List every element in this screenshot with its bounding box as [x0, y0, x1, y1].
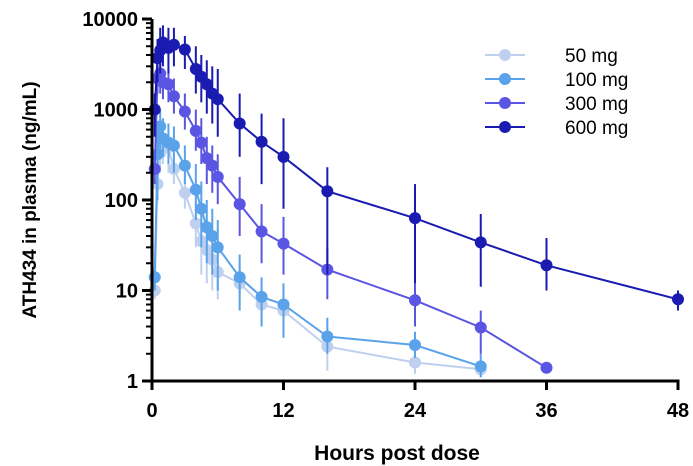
data-point — [409, 212, 421, 225]
data-point — [189, 217, 202, 230]
y-axis-label: ATH434 in plasma (ng/mL) — [20, 81, 41, 318]
legend-swatch-marker — [499, 97, 511, 109]
data-point — [277, 237, 290, 250]
legend-label: 300 mg — [565, 94, 628, 115]
data-point — [206, 159, 219, 172]
data-point — [409, 294, 421, 307]
data-point — [167, 139, 180, 152]
data-point — [195, 202, 208, 215]
data-point — [211, 241, 224, 254]
series-50-mg — [148, 129, 487, 378]
axes-layer: 0 12 24 36 48 1 10 100 1000 10000 — [82, 9, 689, 422]
x-tick-label: 24 — [404, 400, 427, 422]
data-point — [178, 186, 191, 199]
data-point — [178, 159, 191, 172]
legend-item: 100 mg — [485, 70, 628, 91]
y-tick-label: 1 — [127, 371, 138, 393]
x-tick-label: 0 — [146, 400, 157, 422]
data-point — [474, 236, 487, 249]
legend-label: 50 mg — [565, 46, 618, 67]
data-point — [200, 221, 213, 234]
data-point — [200, 78, 213, 91]
x-tick-label: 48 — [667, 400, 689, 422]
data-point — [233, 117, 246, 130]
series-line — [153, 70, 548, 369]
legend-item: 50 mg — [485, 46, 618, 67]
data-point — [277, 298, 290, 311]
legend-label: 600 mg — [565, 118, 628, 139]
series-line — [153, 141, 481, 371]
x-ticks: 0 12 24 36 48 — [146, 381, 689, 422]
legend-swatch-marker — [499, 49, 511, 61]
x-tick-label: 12 — [272, 400, 294, 422]
data-point — [189, 183, 202, 196]
data-point — [540, 361, 553, 374]
data-point — [321, 330, 334, 343]
data-point — [178, 43, 191, 56]
data-point — [540, 259, 553, 272]
series-300-mg — [148, 60, 553, 374]
data-point — [474, 360, 487, 373]
legend-item: 300 mg — [485, 94, 628, 115]
legend-swatch-marker — [499, 73, 511, 85]
data-point — [255, 225, 268, 238]
data-point — [277, 150, 290, 163]
legend-item: 600 mg — [485, 118, 628, 139]
data-point — [211, 170, 224, 183]
data-point — [233, 198, 246, 211]
data-point — [195, 136, 208, 149]
legend-swatch-marker — [499, 121, 511, 133]
data-point — [162, 78, 175, 91]
data-point — [233, 271, 246, 284]
legend-label: 100 mg — [565, 70, 628, 91]
data-point — [409, 356, 421, 369]
data-point — [154, 120, 167, 133]
y-ticks: 1 10 100 1000 10000 — [82, 9, 152, 393]
y-tick-label: 100 — [105, 190, 138, 212]
legend: 50 mg 100 mg 300 mg 600 mg — [485, 46, 628, 139]
data-point — [255, 290, 268, 303]
data-point — [672, 293, 684, 306]
y-tick-label: 10 — [116, 281, 138, 303]
data-point — [474, 321, 487, 334]
data-point — [167, 38, 180, 51]
data-point — [211, 93, 224, 106]
y-tick-label: 10000 — [82, 9, 138, 31]
x-axis-label: Hours post dose — [314, 442, 480, 465]
x-tick-label: 36 — [535, 400, 557, 422]
data-point — [321, 185, 334, 198]
data-point — [409, 338, 421, 351]
series-600-mg — [148, 25, 684, 311]
y-tick-label: 1000 — [94, 100, 139, 122]
data-point — [255, 135, 268, 148]
data-point — [189, 124, 202, 137]
data-point — [167, 90, 180, 103]
data-point — [206, 230, 219, 243]
data-point — [178, 105, 191, 118]
